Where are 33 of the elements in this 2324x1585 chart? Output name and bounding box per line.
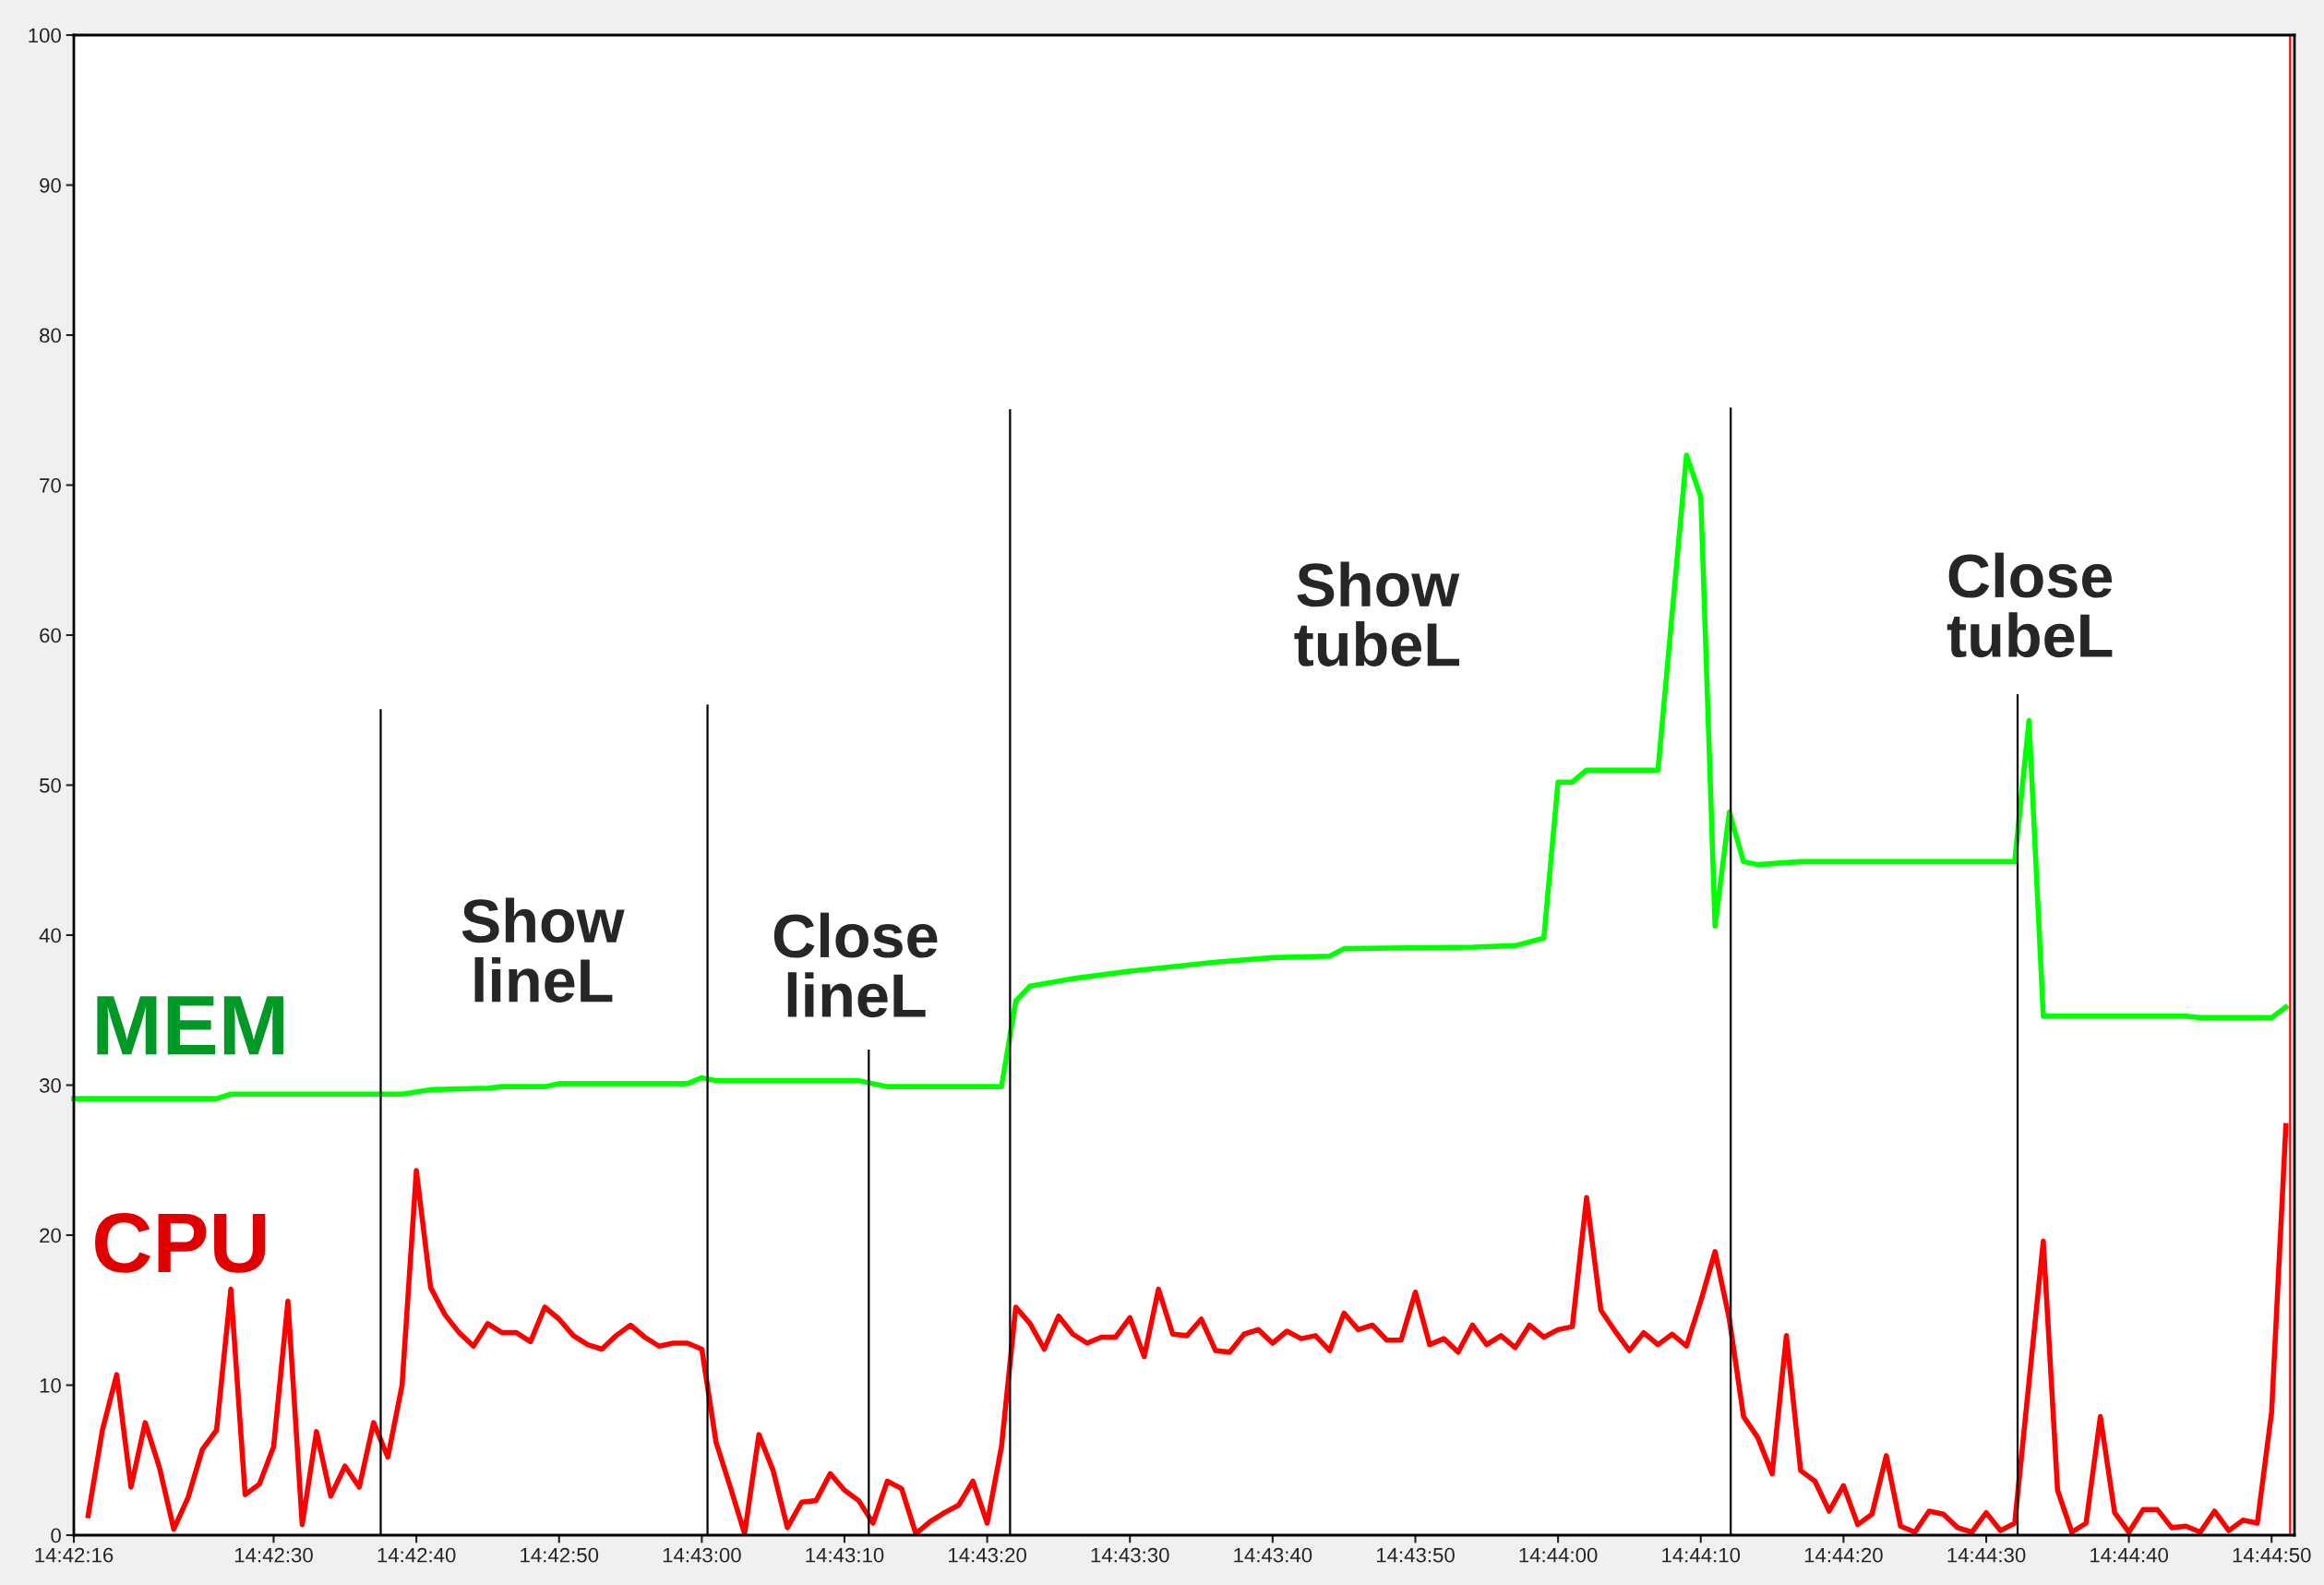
x-tick-label: 14:43:50: [1376, 1547, 1455, 1563]
y-tick-label: 40: [39, 928, 61, 943]
x-tick-label: 14:44:30: [1947, 1547, 2026, 1563]
x-tick-label: 14:43:00: [663, 1547, 741, 1563]
annotation: Close lineL: [773, 912, 938, 1018]
x-tick-label: 14:42:16: [35, 1547, 114, 1563]
y-tick-label: 60: [40, 628, 61, 643]
x-tick-label: 14:43:20: [949, 1547, 1026, 1563]
x-tick-label: 14:44:20: [1804, 1547, 1883, 1563]
x-tick-label: 14:44:10: [1662, 1547, 1741, 1563]
x-tick-label: 14:44:40: [2090, 1547, 2168, 1563]
x-tick-label: 14:43:30: [1091, 1547, 1169, 1563]
x-tick-label: 14:42:30: [234, 1547, 313, 1563]
y-tick-label: 100: [29, 28, 61, 43]
y-tick-label: 90: [40, 178, 61, 193]
x-tick-label: 14:44:50: [2233, 1547, 2311, 1563]
y-tick-label: 0: [51, 1528, 61, 1543]
x-tick-label: 14:43:40: [1234, 1547, 1312, 1563]
series-label: CPU: [95, 1212, 266, 1273]
x-tick-label: 14:44:00: [1519, 1547, 1598, 1563]
y-tick-label: 80: [40, 328, 61, 343]
y-tick-label: 70: [40, 478, 61, 493]
y-tick-label: 50: [39, 778, 61, 793]
annotation: Close tubeL: [1947, 552, 2113, 658]
series-label: MEM: [97, 996, 283, 1055]
x-tick-label: 14:42:40: [377, 1547, 456, 1563]
y-tick-label: 20: [40, 1228, 61, 1243]
annotation: Show lineL: [461, 897, 625, 1003]
x-tick-label: 14:42:50: [521, 1547, 599, 1563]
y-tick-label: 10: [40, 1378, 61, 1393]
y-tick-label: 30: [39, 1078, 61, 1093]
annotation: Show tubeL: [1294, 561, 1460, 666]
x-tick-label: 14:43:10: [806, 1547, 884, 1563]
